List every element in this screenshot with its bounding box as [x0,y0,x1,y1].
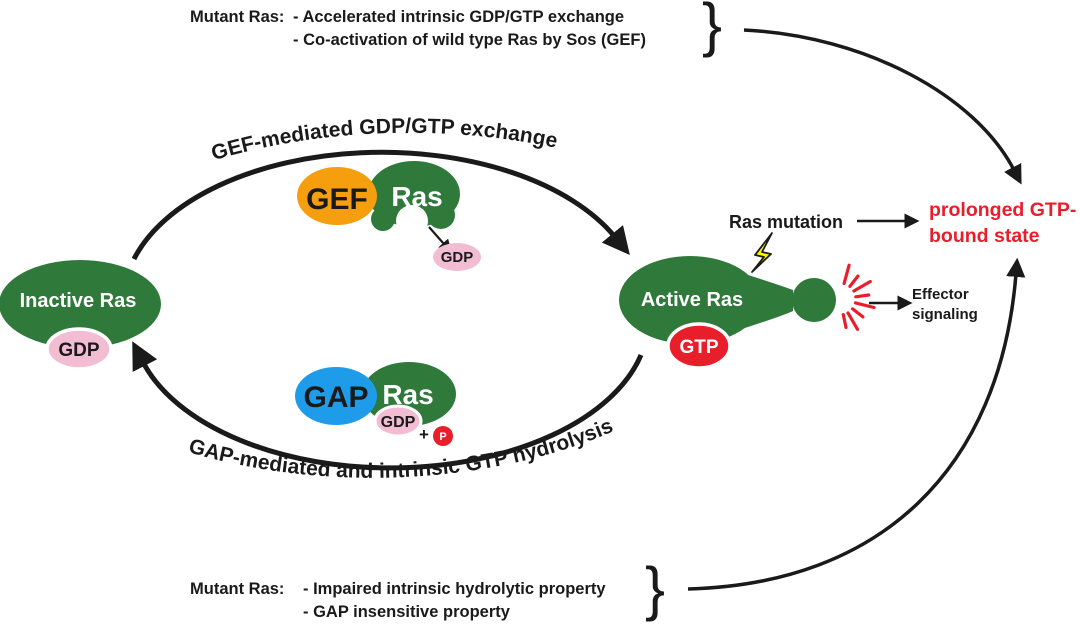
gef-ras-notch [396,205,428,237]
cycle-bottom-arc [132,341,644,471]
phosphate-circle [433,426,453,446]
prolonged-state-line2: bound state [929,225,1040,247]
prolonged-state-line1: prolonged GTP- [929,199,1076,221]
arrow-bottom-note-to-prolonged [687,257,1026,591]
inactive-ras-node: Inactive Ras GDP [0,260,161,371]
signal-burst-icon [841,263,876,331]
gef-ras-blob-lobe-left [371,207,395,231]
active-ras-body [619,256,761,344]
bottom-note-brace: } [645,555,665,622]
gap-label: GAP [303,381,368,414]
active-ras-node: Active Ras GTP [619,232,876,370]
phosphate-label: P [439,431,446,443]
top-note-item-1: - Accelerated intrinsic GDP/GTP exchange [293,8,624,26]
gef-ras-blob-lobe-right [427,201,455,229]
gap-ras-label: Ras [382,379,433,410]
cycle-top-arc-label: GEF-mediated GDP/GTP exchange [209,115,560,165]
bottom-note-label: Mutant Ras: [190,580,284,598]
arrow-top-note-to-prolonged [743,28,1022,185]
released-gdp-label: GDP [441,249,474,266]
gap-gdp-ellipse [373,404,423,438]
effector-label-line1: Effector [912,286,969,303]
active-gtp-ellipse [666,322,732,370]
released-gdp-ellipse [433,243,481,271]
gap-ras-complex: GAP Ras GDP + P [295,362,456,446]
inactive-gdp-ellipse [45,327,113,371]
inactive-gdp-label: GDP [58,340,100,361]
gef-ras-label: Ras [391,181,442,212]
gef-label: GEF [306,183,368,216]
gef-ras-complex: GEF Ras GDP [297,161,481,271]
top-note-label: Mutant Ras: [190,8,284,26]
ras-mutation-label: Ras mutation [729,212,843,232]
active-ras-label: Active Ras [641,289,743,311]
inactive-ras-label: Inactive Ras [20,290,137,312]
top-note-brace: } [702,0,722,58]
active-ras-knob [792,278,836,322]
lightning-bolt-icon [751,232,773,273]
cycle-top-arc [131,149,630,261]
gef-ellipse [297,167,377,225]
cycle-top-arc-label-text: GEF-mediated GDP/GTP exchange [209,115,560,165]
effector-label-line2: signaling [912,306,978,323]
gap-ellipse [295,367,377,425]
top-note-item-2: - Co-activation of wild type Ras by Sos … [293,31,646,49]
bottom-note-item-1: - Impaired intrinsic hydrolytic property [303,580,606,598]
active-gtp-label: GTP [679,337,718,358]
gdp-release-arrow [428,226,452,253]
bottom-note-item-2: - GAP insensitive property [303,603,511,621]
plus-sign: + [419,425,429,444]
inactive-ras-ellipse [0,260,161,348]
gap-gdp-label: GDP [381,414,416,431]
